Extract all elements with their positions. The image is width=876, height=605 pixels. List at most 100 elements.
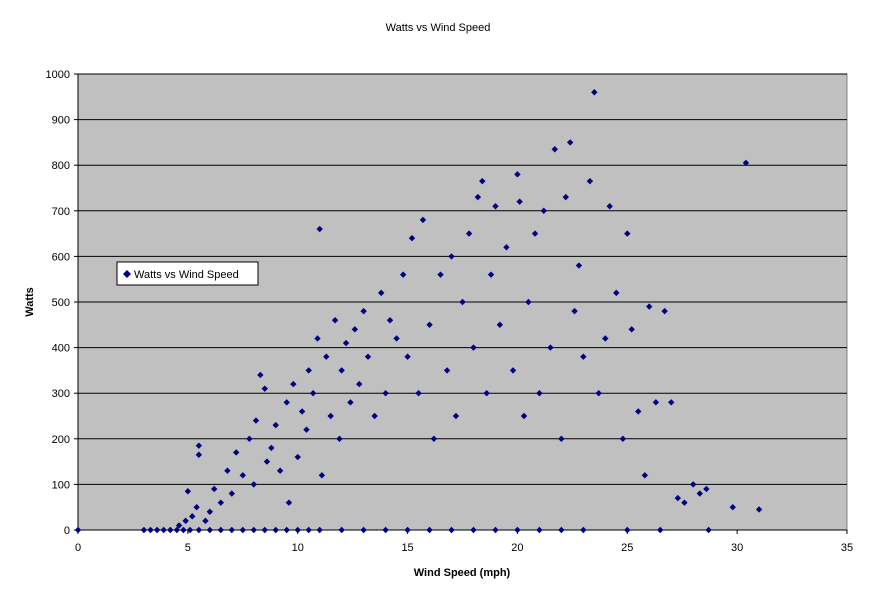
data-point <box>399 271 407 278</box>
data-point <box>224 467 231 474</box>
data-point <box>470 344 477 351</box>
data-point <box>140 526 148 534</box>
data-point <box>257 371 264 379</box>
data-point <box>331 317 339 324</box>
data-point <box>742 159 750 167</box>
x-tick-label: 20 <box>511 542 523 554</box>
data-point <box>228 490 235 497</box>
data-point <box>419 216 427 224</box>
data-point <box>378 289 385 297</box>
data-point <box>661 307 668 315</box>
data-point <box>327 412 334 420</box>
data-point <box>382 390 389 397</box>
data-point <box>415 390 422 397</box>
data-point <box>571 307 578 315</box>
data-point <box>690 481 697 488</box>
data-point <box>703 485 710 493</box>
data-point <box>393 335 400 342</box>
y-tick-label: 900 <box>52 115 70 127</box>
legend-label: Watts vs Wind Speed <box>134 269 239 281</box>
data-point <box>193 504 200 511</box>
data-point <box>591 89 598 96</box>
y-axis-title: Watts <box>24 287 36 317</box>
data-point <box>547 344 554 351</box>
data-point <box>356 380 363 388</box>
data-point <box>755 506 763 513</box>
data-point <box>261 526 268 534</box>
data-point <box>202 517 209 525</box>
data-point <box>503 244 510 251</box>
data-point <box>283 399 290 406</box>
data-point <box>180 526 187 534</box>
data-point <box>474 193 482 201</box>
data-point <box>239 472 246 479</box>
data-point <box>496 321 504 328</box>
data-point <box>298 408 306 415</box>
data-point <box>580 353 587 360</box>
data-point <box>239 526 246 534</box>
data-point <box>448 526 455 534</box>
legend-marker-icon <box>123 270 131 278</box>
data-point <box>408 234 416 242</box>
data-point <box>252 417 260 424</box>
data-point <box>250 526 257 534</box>
data-point <box>430 435 438 442</box>
data-point <box>195 526 203 534</box>
data-point <box>182 517 189 525</box>
data-point <box>303 426 310 433</box>
data-point <box>272 526 279 534</box>
data-point <box>386 317 394 324</box>
data-point <box>479 177 486 185</box>
x-tick-label: 5 <box>185 542 191 554</box>
data-point <box>536 390 543 397</box>
data-point <box>492 526 499 534</box>
data-point <box>404 353 411 360</box>
data-point <box>276 467 284 474</box>
data-point <box>309 390 317 397</box>
data-point <box>729 504 736 511</box>
data-point <box>153 526 161 534</box>
data-point <box>562 193 569 201</box>
data-point <box>595 390 602 397</box>
data-point <box>426 526 433 534</box>
data-point <box>195 442 203 449</box>
data-point <box>382 526 389 534</box>
data-point <box>470 526 477 534</box>
data-point <box>516 198 523 205</box>
data-point <box>261 385 268 392</box>
data-point <box>167 526 174 534</box>
y-tick-label: 200 <box>52 434 70 446</box>
data-point <box>351 326 359 333</box>
data-point <box>246 435 253 442</box>
data-point <box>681 499 688 506</box>
x-axis-title: Wind Speed (mph) <box>414 567 511 579</box>
data-point <box>646 303 653 310</box>
data-point <box>232 449 240 456</box>
data-point <box>536 526 543 534</box>
data-point <box>250 481 257 488</box>
data-point <box>525 298 532 306</box>
y-tick-label: 1000 <box>46 69 70 81</box>
data-point <box>342 339 350 347</box>
x-tick-label: 15 <box>401 542 413 554</box>
data-point <box>371 412 378 420</box>
data-point <box>619 435 627 442</box>
data-point <box>189 513 196 520</box>
data-point <box>294 453 301 461</box>
data-point <box>492 203 499 210</box>
y-tick-label: 0 <box>64 525 70 537</box>
data-point <box>305 367 312 374</box>
data-point <box>540 207 547 214</box>
data-point <box>465 230 473 237</box>
data-point <box>147 526 154 534</box>
data-point <box>74 526 82 534</box>
data-point <box>336 435 343 442</box>
data-point <box>514 526 521 534</box>
data-point <box>514 171 521 178</box>
y-tick-label: 700 <box>52 206 70 218</box>
data-points <box>74 89 763 534</box>
data-point <box>211 485 218 493</box>
data-point <box>305 526 312 534</box>
